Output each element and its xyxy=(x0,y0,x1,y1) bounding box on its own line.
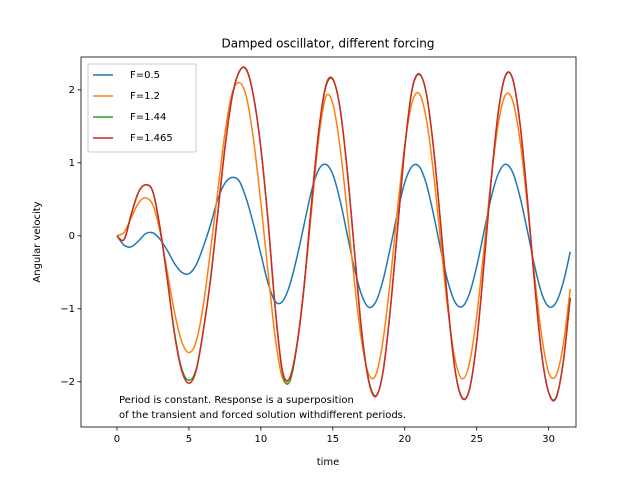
legend-box xyxy=(87,63,197,153)
y-tick-label: −1 xyxy=(60,304,75,315)
line-series xyxy=(116,163,571,309)
y-tick-label: 2 xyxy=(69,85,75,96)
y-tick-label: 0 xyxy=(69,231,75,242)
legend-label: F=0.5 xyxy=(130,70,160,81)
x-tick-label: 5 xyxy=(186,434,192,445)
chart-title: Damped oscillator, different forcing xyxy=(221,37,434,51)
x-tick-label: 30 xyxy=(542,434,555,445)
annotation: Period is constant. Response is a superp… xyxy=(119,395,354,406)
legend-label: F=1.465 xyxy=(130,133,173,144)
x-tick-label: 25 xyxy=(470,434,483,445)
x-tick-label: 20 xyxy=(398,434,411,445)
y-tick-label: 1 xyxy=(69,158,75,169)
y-tick-label: −2 xyxy=(60,377,75,388)
x-tick-label: 10 xyxy=(255,434,268,445)
legend-label: F=1.2 xyxy=(130,91,160,102)
axes-frame xyxy=(80,56,577,428)
legend-label: F=1.44 xyxy=(130,112,166,123)
annotation: of the transient and forced solution wit… xyxy=(119,410,406,421)
x-axis-label: time xyxy=(317,457,340,468)
x-tick-label: 0 xyxy=(114,434,120,445)
x-tick-label: 15 xyxy=(326,434,339,445)
line-series xyxy=(116,66,571,402)
plot-area xyxy=(116,66,571,402)
y-axis-label: Angular velocity xyxy=(32,201,43,282)
